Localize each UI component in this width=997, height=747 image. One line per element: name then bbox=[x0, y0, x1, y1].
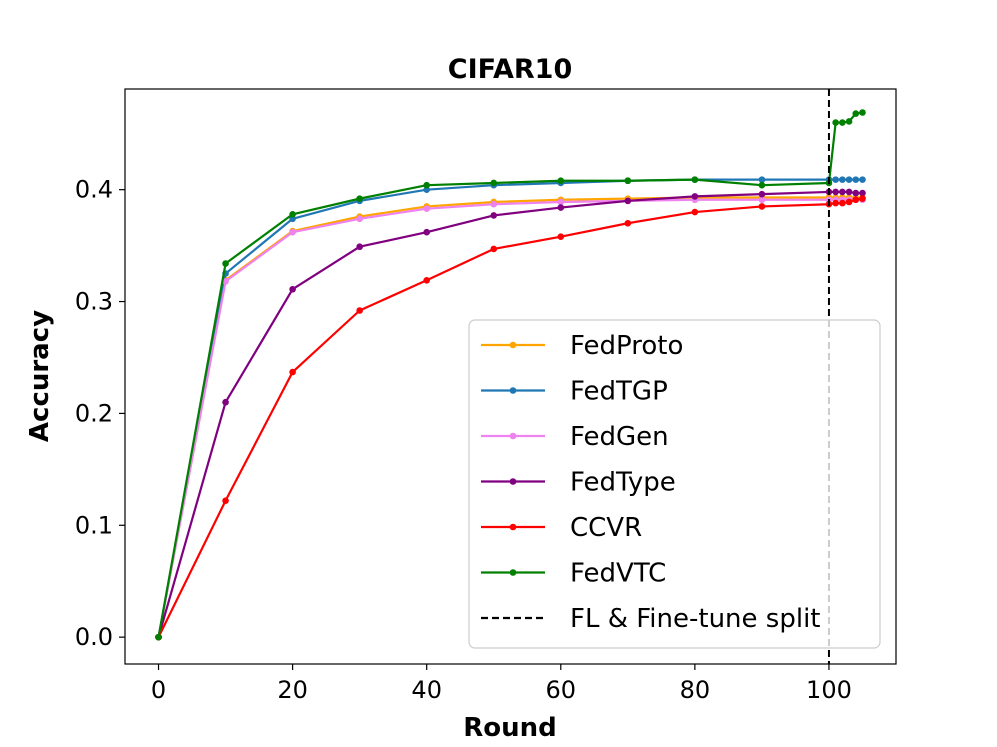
data-point-ccvr bbox=[839, 199, 846, 207]
axes: 0 20 40 60 80 100 0.0 0.1 0.2 0.3 0.4 bbox=[75, 176, 852, 704]
data-point-ccvr bbox=[423, 276, 430, 284]
data-point-ccvr bbox=[222, 497, 229, 504]
x-tick-label: 80 bbox=[680, 676, 711, 704]
legend-marker-fedtype bbox=[509, 478, 517, 485]
legend-label-fl-fine-tune-split: FL & Fine-tune split bbox=[570, 604, 821, 634]
legend: FedProto FedTGP FedGen FedType CCVR FedVTC FL … bbox=[468, 319, 881, 649]
data-point-ccvr bbox=[490, 245, 498, 253]
data-point-fedgen bbox=[356, 215, 363, 223]
legend-marker-ccvr bbox=[509, 523, 517, 531]
data-point-fedtype bbox=[845, 188, 853, 196]
data-point-fedgen bbox=[758, 196, 766, 204]
data-point-fedtype bbox=[423, 228, 430, 236]
data-point-fedtype bbox=[624, 197, 632, 205]
data-point-fedtype bbox=[691, 193, 699, 200]
data-point-ccvr bbox=[852, 196, 860, 204]
legend-marker-fedproto bbox=[509, 341, 517, 349]
data-point-fedtgp bbox=[859, 176, 866, 183]
data-point-fedgen bbox=[423, 205, 430, 212]
data-point-fedvtc bbox=[222, 260, 229, 267]
data-point-fedvtc bbox=[852, 110, 860, 117]
data-point-fedtype bbox=[490, 212, 498, 219]
data-point-fedvtc bbox=[758, 181, 766, 189]
x-tick-label: 100 bbox=[806, 676, 852, 704]
data-point-fedtgp bbox=[845, 176, 853, 183]
data-point-fedvtc bbox=[832, 119, 839, 126]
legend-label-fedtype: FedType bbox=[570, 468, 676, 498]
legend-label-fedtgp: FedTGP bbox=[570, 377, 668, 407]
data-point-fedtgp bbox=[832, 176, 839, 183]
data-point-fedgen bbox=[490, 200, 498, 208]
data-point-fedvtc bbox=[356, 195, 363, 202]
data-point-fedtype bbox=[222, 398, 229, 406]
y-axis-label: Accuracy bbox=[25, 310, 55, 442]
data-point-fedvtc bbox=[839, 119, 846, 126]
legend-label-fedgen: FedGen bbox=[570, 422, 669, 452]
data-point-fedvtc bbox=[557, 177, 565, 185]
x-tick-label: 0 bbox=[151, 676, 166, 704]
data-point-fedgen bbox=[289, 228, 296, 236]
chart-title: CIFAR10 bbox=[448, 54, 572, 85]
series-line-fedvtc bbox=[157, 111, 863, 638]
legend-label-fedproto: FedProto bbox=[570, 331, 683, 361]
y-tick-label: 0.0 bbox=[75, 623, 113, 651]
legend-marker-fedvtc bbox=[509, 569, 517, 576]
data-point-fedtype bbox=[289, 285, 296, 293]
data-point-fedtype bbox=[859, 189, 866, 197]
data-point-fedtgp bbox=[852, 176, 860, 183]
y-tick-label: 0.4 bbox=[75, 176, 113, 204]
data-point-fedtype bbox=[832, 188, 839, 196]
y-tick-label: 0.1 bbox=[75, 511, 113, 539]
data-point-fedvtc bbox=[490, 179, 498, 187]
legend-box bbox=[468, 319, 881, 649]
data-point-fedvtc bbox=[859, 109, 866, 116]
series-line-fedgen bbox=[157, 198, 863, 638]
data-point-ccvr bbox=[845, 198, 853, 206]
data-point-fedtype bbox=[852, 189, 860, 197]
data-point-ccvr bbox=[832, 199, 839, 207]
data-point-fedtgp bbox=[758, 176, 766, 183]
data-point-fedvtc bbox=[845, 118, 853, 125]
data-point-fedtgp bbox=[839, 176, 846, 183]
data-point-fedtype bbox=[758, 190, 766, 198]
legend-label-ccvr: CCVR bbox=[570, 513, 642, 543]
data-point-ccvr bbox=[289, 368, 296, 376]
data-point-fedtype bbox=[356, 243, 363, 251]
data-point-fedgen bbox=[222, 278, 229, 285]
x-axis-label: Round bbox=[463, 713, 557, 743]
legend-label-fedvtc: FedVTC bbox=[570, 559, 666, 589]
data-point-ccvr bbox=[624, 219, 632, 227]
series-line-fedtype bbox=[157, 190, 863, 638]
data-point-fedtype bbox=[839, 188, 846, 196]
x-tick-label: 40 bbox=[411, 676, 442, 704]
legend-marker-fedgen bbox=[509, 432, 517, 440]
legend-marker-fedtgp bbox=[509, 387, 517, 394]
data-point-fedvtc bbox=[155, 633, 162, 641]
series-line-ccvr bbox=[157, 197, 863, 638]
data-point-fedvtc bbox=[691, 176, 699, 183]
data-point-ccvr bbox=[758, 203, 766, 210]
y-tick-label: 0.2 bbox=[75, 399, 113, 427]
x-tick-label: 60 bbox=[546, 676, 577, 704]
data-point-ccvr bbox=[691, 208, 699, 216]
data-point-fedvtc bbox=[423, 181, 430, 189]
data-point-fedtype bbox=[557, 204, 565, 211]
y-tick-label: 0.3 bbox=[75, 288, 113, 316]
plot-frame bbox=[124, 88, 897, 665]
data-point-ccvr bbox=[557, 233, 565, 240]
data-point-fedvtc bbox=[624, 177, 632, 185]
data-point-ccvr bbox=[356, 307, 363, 314]
data-point-fedgen bbox=[557, 198, 565, 206]
data-point-fedvtc bbox=[289, 210, 296, 218]
x-tick-label: 20 bbox=[277, 676, 308, 704]
data-point-ccvr bbox=[859, 195, 866, 202]
